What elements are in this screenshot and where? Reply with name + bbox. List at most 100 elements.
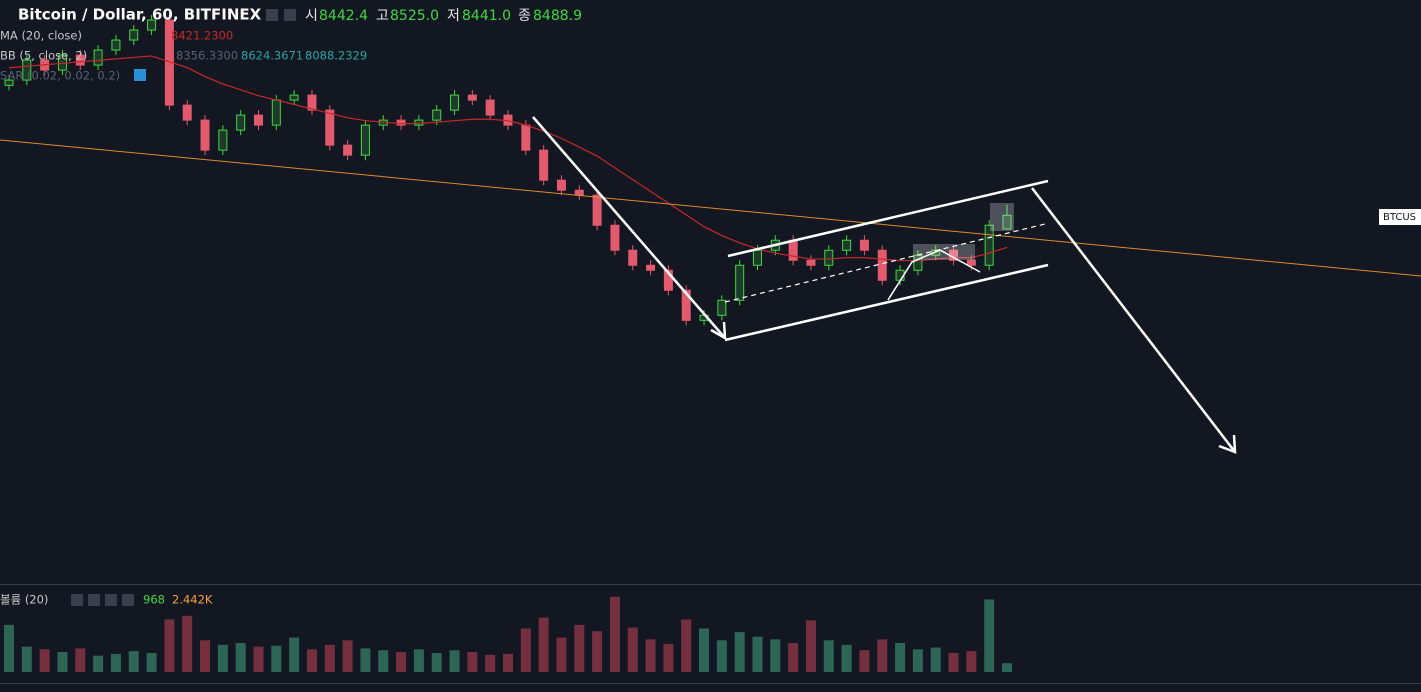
price-tag	[1379, 209, 1421, 225]
channel-upper	[727, 179, 1049, 258]
volume-bar	[716, 640, 727, 672]
arrow-head	[1218, 434, 1237, 454]
indicator-value: 8624.3671	[241, 49, 303, 63]
symbol: Bitcoin / Dollar, 60, BITFINEX	[18, 6, 262, 24]
volume-bar	[823, 640, 834, 672]
candle-body	[343, 144, 353, 156]
volume-bar	[431, 652, 442, 672]
highlight	[913, 244, 975, 260]
volume-bar	[342, 640, 353, 672]
icon[interactable]	[266, 9, 278, 21]
volume-bar	[57, 652, 68, 672]
candle-body	[788, 239, 798, 261]
trend-line	[0, 139, 1421, 277]
candle-body	[147, 19, 157, 31]
volume-bar	[556, 637, 567, 672]
candle-body	[289, 94, 299, 101]
icon[interactable]	[88, 594, 100, 606]
candle-body	[735, 264, 745, 301]
indicator-name: SAR (0.02, 0.02, 0.2)	[0, 69, 120, 83]
candle-body	[628, 249, 638, 266]
highlight	[990, 203, 1014, 231]
volume-bar	[574, 624, 585, 672]
candle-body	[556, 179, 566, 191]
candle-body	[984, 224, 994, 266]
channel-mid	[724, 223, 1046, 303]
candle-body	[200, 119, 210, 151]
volume-bar	[734, 632, 745, 672]
candle-body	[663, 269, 673, 291]
volume-bar	[930, 647, 941, 672]
candle-body	[4, 79, 14, 86]
volume-bar	[485, 654, 496, 672]
icon[interactable]	[134, 69, 146, 81]
volume-bar	[895, 643, 906, 672]
candle-body	[129, 29, 139, 41]
volume-bar	[289, 637, 300, 672]
ohlc-value: 8442.4	[319, 8, 368, 24]
volume-bar	[378, 650, 389, 672]
icon[interactable]	[122, 594, 134, 606]
volume-bar	[75, 648, 86, 672]
volume-bar	[1002, 663, 1012, 672]
icon[interactable]	[105, 594, 117, 606]
volume-bar	[449, 650, 460, 672]
volume-bar	[859, 650, 870, 672]
volume-bar	[39, 649, 50, 672]
volume-bar	[235, 643, 246, 672]
candle-body	[521, 124, 531, 151]
candle-body	[753, 249, 762, 266]
arrow-head	[710, 321, 727, 341]
volume-name: 볼륨 (20)	[0, 593, 48, 607]
candle-body	[325, 109, 335, 146]
volume-value: 968	[143, 593, 165, 607]
volume-bar	[182, 615, 193, 672]
candle-body	[22, 59, 32, 81]
volume-bar	[877, 639, 888, 672]
candle-body	[859, 239, 869, 251]
volume-bar	[164, 619, 175, 672]
volume-ma-value: 2.442K	[172, 593, 213, 607]
volume-bar	[306, 649, 317, 672]
volume-bar	[752, 636, 763, 672]
volume-bar	[538, 617, 549, 672]
volume-bar	[128, 651, 139, 672]
candle-body	[414, 119, 424, 126]
volume-bar	[645, 639, 656, 672]
channel-lower	[724, 263, 1049, 342]
candle-body	[806, 259, 816, 266]
volume-bar	[21, 646, 32, 672]
volume-bar	[681, 619, 692, 672]
volume-bar	[146, 652, 157, 672]
volume-bar	[520, 628, 531, 672]
candle-body	[182, 104, 192, 121]
candle-body	[218, 129, 228, 151]
icon[interactable]	[71, 594, 83, 606]
candle-body	[574, 189, 584, 196]
arrow-projection	[1031, 187, 1236, 453]
candle-body	[610, 224, 620, 251]
candle-body	[254, 114, 263, 126]
candle-body	[592, 194, 602, 226]
candle-body	[485, 99, 495, 116]
indicator-name: BB (5, close, 2)	[0, 49, 87, 63]
ohlc-label: 고	[376, 8, 389, 24]
icon[interactable]	[284, 9, 296, 21]
volume-bar	[592, 631, 603, 672]
indicator-value: 8356.3300	[176, 49, 238, 63]
ohlc-label: 시	[305, 8, 318, 24]
volume-bar	[699, 628, 710, 672]
volume-bar	[253, 646, 264, 672]
volume-bar	[93, 655, 104, 672]
plot	[4, 15, 1012, 672]
candle-body	[360, 124, 370, 156]
volume-bar	[788, 643, 799, 672]
volume-bar	[663, 643, 674, 672]
ohlc-value: 8441.0	[462, 8, 511, 24]
volume-bar	[467, 652, 478, 672]
candle-body	[681, 289, 691, 321]
volume-bar	[360, 648, 371, 672]
indicator-name: MA (20, close)	[0, 29, 82, 43]
volume-bar	[217, 644, 228, 672]
